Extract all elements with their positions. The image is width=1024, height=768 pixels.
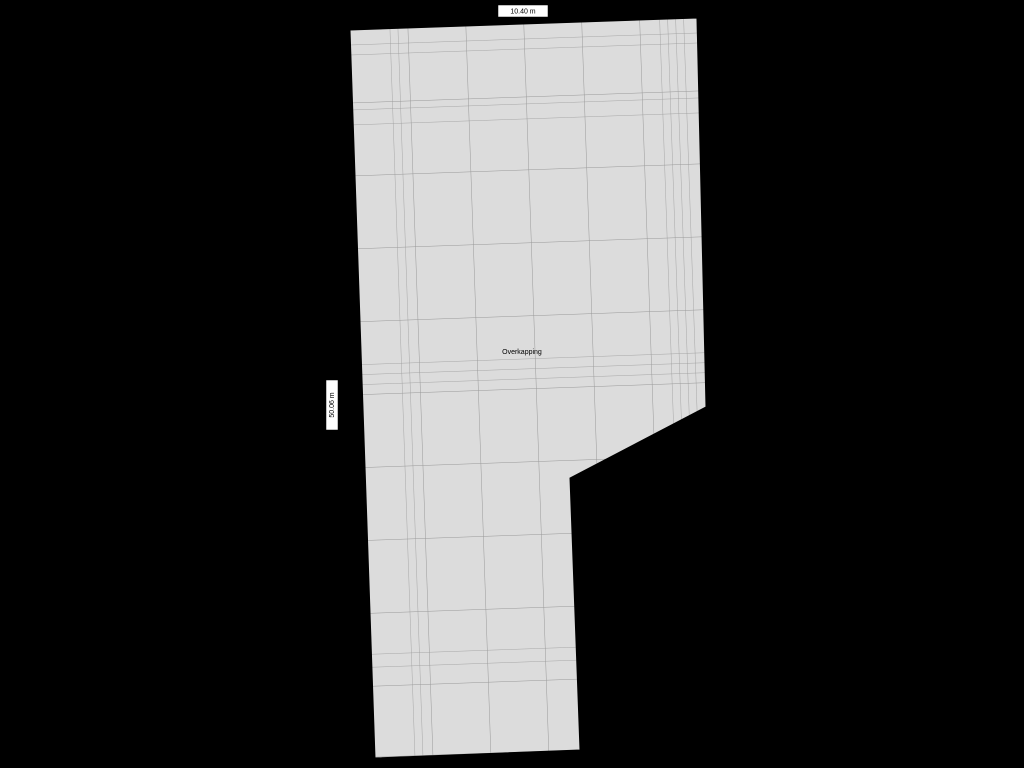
dimension-top: 10.40 m (486, 5, 560, 17)
plan-outline (350, 18, 706, 758)
dimension-left: 50.06 m (326, 368, 338, 442)
dimension-left-label: 50.06 m (329, 392, 336, 417)
floor-plan-canvas: Overkapping 10.40 m 50.06 m (0, 0, 1024, 768)
plan-center-label: Overkapping (502, 349, 542, 356)
dimension-top-label: 10.40 m (510, 8, 535, 15)
